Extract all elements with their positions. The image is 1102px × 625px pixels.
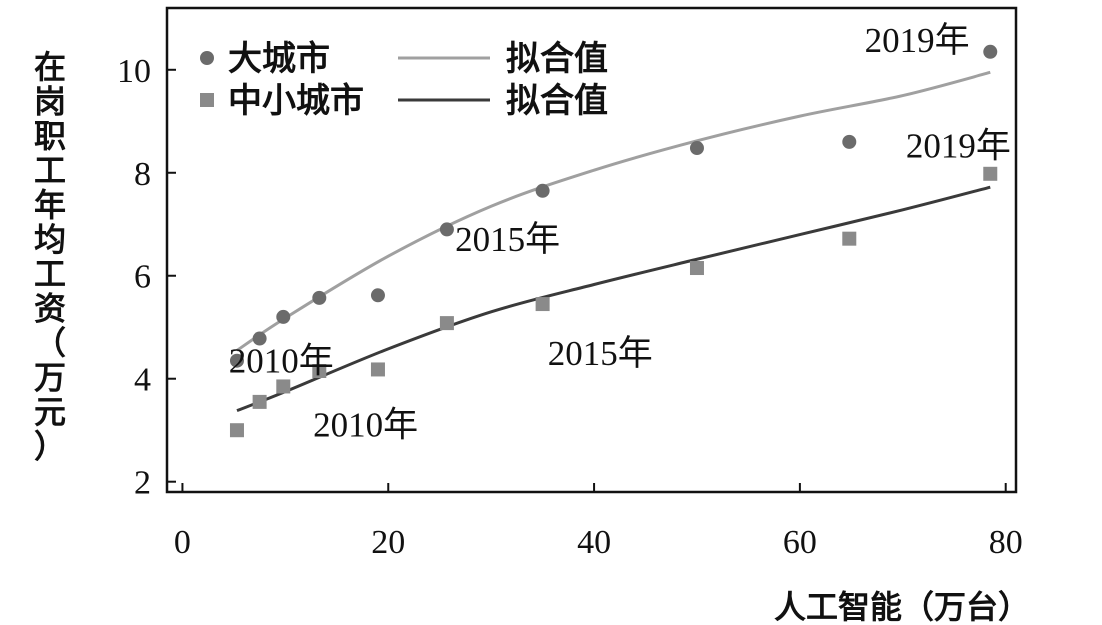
point-large-city xyxy=(535,183,550,198)
point-large-city xyxy=(983,44,998,59)
point-large-city xyxy=(370,288,385,303)
axis-titles: 在岗职工年均工资（万元） 人工智能（万台） xyxy=(34,48,1030,625)
point-small-city xyxy=(370,362,385,377)
point-large-city xyxy=(439,222,454,237)
point-small-city xyxy=(689,261,704,276)
axes: 0 20 40 60 80 2 4 6 8 10 xyxy=(117,6,1023,561)
legend-label-large-city: 大城市 xyxy=(228,39,330,79)
annotations: 2010年 2010年 2015年 2015年 2019年 2019年 xyxy=(229,21,1011,445)
x-tick-label: 0 xyxy=(174,524,191,561)
year-annotation: 2019年 xyxy=(906,126,1011,165)
year-annotation: 2015年 xyxy=(548,334,653,373)
point-small-city xyxy=(312,364,327,378)
year-annotation: 2010年 xyxy=(229,342,334,381)
fit-lines xyxy=(236,70,991,413)
point-large-city xyxy=(229,353,244,368)
y-tick-label: 6 xyxy=(134,259,151,296)
legend-label-fit-small: 拟合值 xyxy=(506,81,608,121)
legend-label-fit-large: 拟合值 xyxy=(506,39,608,79)
fit-line-large-city xyxy=(236,70,991,352)
legend-marker-small-city xyxy=(200,93,214,107)
point-small-city xyxy=(439,316,454,331)
y-axis-title: 在岗职工年均工资（万元） xyxy=(34,48,66,466)
legend-label-small-city: 中小城市 xyxy=(228,81,364,121)
x-tick-label: 20 xyxy=(371,524,405,561)
x-tick-label: 80 xyxy=(989,524,1023,561)
legend-marker-large-city xyxy=(200,51,214,65)
point-large-city xyxy=(689,141,704,156)
y-tick-label: 4 xyxy=(134,362,151,399)
y-tick-label: 8 xyxy=(134,156,151,193)
point-small-city xyxy=(983,166,998,181)
x-tick-label: 40 xyxy=(577,524,611,561)
x-axis-title: 人工智能（万台） xyxy=(774,588,1030,625)
point-large-city xyxy=(312,290,327,305)
point-large-city xyxy=(276,309,291,324)
y-tick-label: 10 xyxy=(117,53,151,90)
year-annotation: 2019年 xyxy=(865,21,970,60)
fit-line-small-city xyxy=(236,185,991,413)
point-small-city xyxy=(229,423,244,438)
point-small-city xyxy=(535,297,550,312)
point-small-city xyxy=(252,394,267,409)
year-annotation: 2015年 xyxy=(455,220,560,259)
year-annotation: 2010年 xyxy=(313,405,418,444)
point-large-city xyxy=(842,134,857,149)
y-tick-label: 2 xyxy=(134,465,151,502)
point-large-city xyxy=(252,331,267,346)
point-small-city xyxy=(842,231,857,246)
point-small-city xyxy=(276,379,291,394)
x-tick-label: 60 xyxy=(783,524,817,561)
plot-frame xyxy=(165,6,1018,494)
data-points xyxy=(229,44,998,438)
